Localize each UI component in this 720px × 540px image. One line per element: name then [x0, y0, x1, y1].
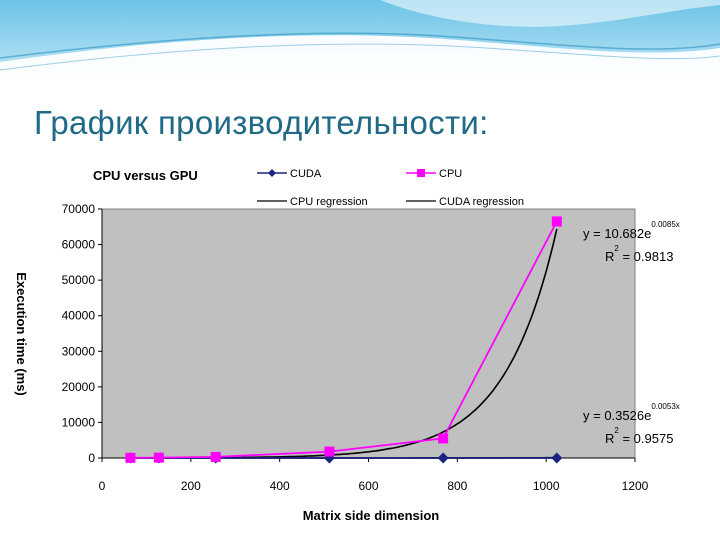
slide-title: График производительности: [34, 104, 489, 141]
series [124, 216, 563, 464]
legend-cuda-label: CUDA [290, 168, 322, 180]
cuda-point [437, 452, 449, 464]
header-banner [0, 0, 720, 80]
chart-title: CPU versus GPU [93, 168, 198, 183]
chart: CPU versus GPU CUDA CPU CPU regression C… [14, 163, 680, 523]
legend-cpu-label: CPU [439, 168, 462, 180]
y-tick-label: 50000 [62, 273, 96, 287]
cpu-point [210, 451, 221, 462]
cpu-point [551, 216, 562, 227]
legend: CUDA CPU CPU regression CUDA regression [251, 163, 556, 210]
x-tick-label: 0 [99, 479, 106, 493]
cpu-point [324, 446, 335, 457]
x-tick-label: 200 [181, 479, 201, 493]
y-tick-label: 0 [88, 451, 95, 465]
y-axis-label: Execution time (ms) [14, 272, 29, 396]
cpu-point [153, 452, 164, 463]
chart-frame: CPU versus GPU CUDA CPU CPU regression C… [5, 150, 718, 540]
cpu-point [125, 452, 136, 463]
y-tick-label: 20000 [62, 380, 96, 394]
y-tick-label: 10000 [62, 415, 96, 429]
y-tick-label: 70000 [62, 202, 96, 216]
legend-box [251, 163, 556, 210]
y-tick-label: 60000 [62, 238, 96, 252]
y-tick-label: 40000 [62, 309, 96, 323]
x-tick-label: 400 [270, 479, 290, 493]
x-tick-label: 600 [358, 479, 378, 493]
legend-cpu-regression-label: CPU regression [290, 196, 368, 208]
cuda-regression-r2: R2 = 0.9575 [605, 426, 673, 446]
cpu-point [438, 433, 449, 444]
x-tick-label: 1200 [622, 479, 649, 493]
x-tick-label: 800 [447, 479, 467, 493]
cuda-point [551, 452, 563, 464]
y-tick-label: 30000 [62, 344, 96, 358]
cuda-regression-equation: y = 0.3526e0.0053x [583, 402, 680, 423]
legend-cuda-marker [268, 169, 276, 177]
cpu-regression-equation: y = 10.682e0.0085x [583, 220, 680, 241]
x-tick-label: 1000 [533, 479, 560, 493]
plot-area [101, 208, 636, 459]
legend-cpu-marker [417, 169, 425, 177]
x-axis-label: Matrix side dimension [303, 508, 440, 523]
legend-cuda-regression-label: CUDA regression [439, 196, 524, 208]
cpu-regression-r2: R2 = 0.9813 [605, 244, 673, 264]
